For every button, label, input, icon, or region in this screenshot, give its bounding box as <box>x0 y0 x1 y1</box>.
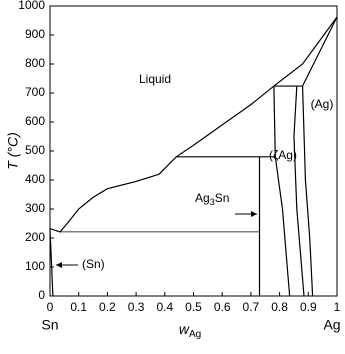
x-axis-label-main: w <box>179 321 190 337</box>
y-tick-label: 100 <box>25 259 45 273</box>
x-axis-label-sub: Ag <box>189 329 201 340</box>
end-label: Ag <box>323 317 340 333</box>
x-tick-label: 0.5 <box>185 300 202 314</box>
annotation-main: Ag <box>195 191 210 205</box>
arrow-head <box>56 262 62 268</box>
annotation: Liquid <box>139 72 171 86</box>
phase-boundary <box>302 16 338 87</box>
x-axis-label: wAg <box>179 321 201 340</box>
x-tick-label: 0.8 <box>271 300 288 314</box>
x-tick-label: 0.4 <box>156 300 173 314</box>
y-tick-label: 200 <box>25 230 45 244</box>
x-tick-label: 0.7 <box>243 300 260 314</box>
x-tick-label: 0 <box>47 300 54 314</box>
y-tick-label: 300 <box>25 201 45 215</box>
y-tick-label: 900 <box>25 27 45 41</box>
x-tick-label: 0.9 <box>300 300 317 314</box>
arrow-head <box>251 211 257 217</box>
phase-boundary <box>49 16 338 233</box>
annotation-rest: Sn <box>215 191 230 205</box>
annotation: (ζAg) <box>269 148 297 162</box>
y-tick-label: 700 <box>25 85 45 99</box>
annotation: (Sn) <box>82 257 105 271</box>
phase-boundary <box>49 228 54 297</box>
x-tick-label: 0.3 <box>128 300 145 314</box>
y-axis-label: T (°C) <box>5 132 21 169</box>
x-tick-label: 1 <box>334 300 341 314</box>
annotation: Ag3Sn <box>195 191 229 207</box>
y-tick-label: 0 <box>38 288 45 302</box>
x-tick-label: 0.6 <box>214 300 231 314</box>
y-tick-label: 600 <box>25 114 45 128</box>
y-tick-label: 500 <box>25 143 45 157</box>
y-tick-label: 1000 <box>18 0 45 12</box>
x-tick-label: 0.2 <box>99 300 116 314</box>
annotation-sub: 3 <box>210 197 215 207</box>
annotation: (Ag) <box>311 97 334 111</box>
y-tick-label: 800 <box>25 56 45 70</box>
x-tick-label: 0.1 <box>70 300 87 314</box>
phase-boundary <box>301 86 314 297</box>
end-label: Sn <box>41 317 58 333</box>
y-tick-label: 400 <box>25 172 45 186</box>
phase-boundary <box>293 86 305 297</box>
phase-boundary <box>273 86 291 297</box>
